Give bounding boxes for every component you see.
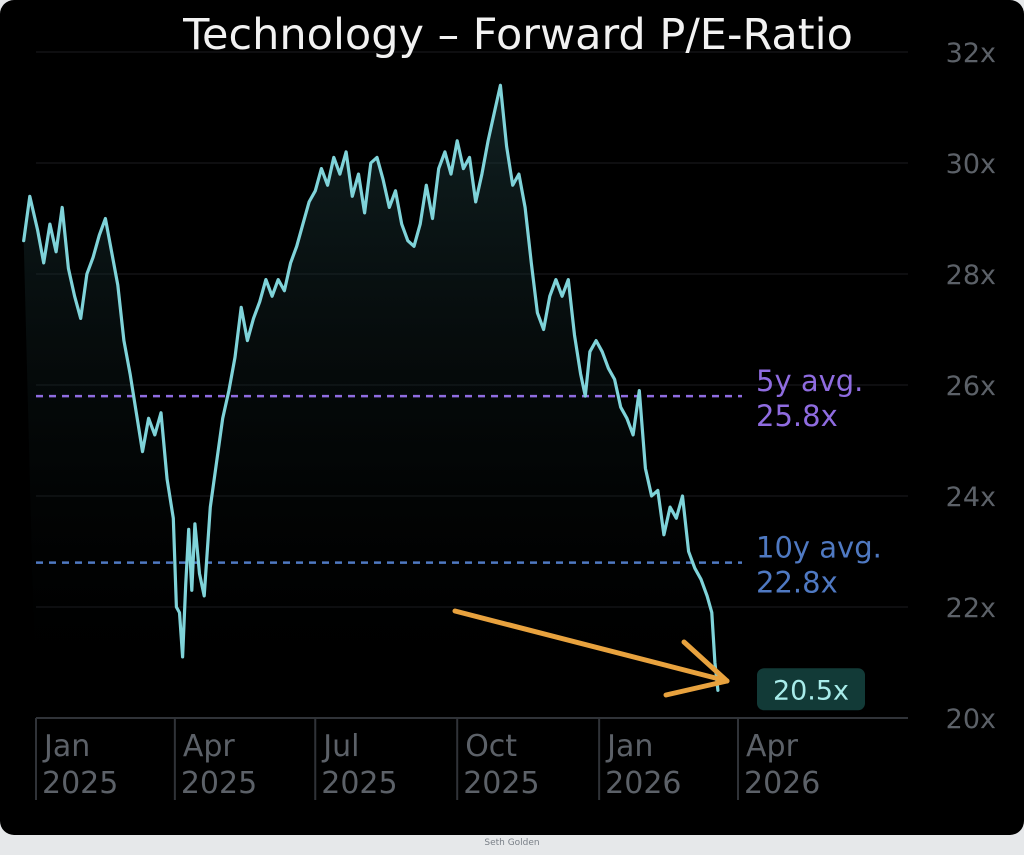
x-tick-year: 2026	[605, 766, 681, 801]
x-tick-month: Oct	[465, 729, 517, 764]
area-fill-layer	[23, 85, 718, 719]
ref-label-value: 22.8x	[756, 566, 838, 600]
trend-arrow-head	[663, 639, 730, 698]
annotations: 5y avg.25.8x 10y avg.22.8x 20.5x	[452, 364, 882, 711]
last-value-badge	[757, 668, 865, 711]
ref-label-value: 25.8x	[756, 399, 838, 433]
x-tick-month: Jan	[605, 729, 653, 764]
ref-label-name: 5y avg.	[756, 364, 863, 398]
x-tick-year: 2025	[463, 766, 539, 801]
series-area	[23, 85, 718, 719]
chart-card: 20x 22x 24x 26x 28x 30x 32x Jan 2025 Apr 2025 Jul 20…	[0, 0, 1024, 835]
last-value-label: 20.5x	[773, 675, 849, 706]
ref-label-name: 10y avg.	[756, 531, 882, 565]
axis-labels: 20x22x24x26x28x30x32xJan2025Apr2025Jul20…	[35, 38, 996, 801]
x-tick-month: Jan	[42, 729, 90, 764]
y-tick-label: 22x	[946, 593, 996, 624]
x-tick-month: Apr	[183, 729, 236, 764]
x-tick-year: 2025	[321, 766, 397, 801]
x-tick-year: 2026	[744, 766, 820, 801]
x-tick-year: 2025	[181, 766, 257, 801]
y-tick-label: 32x	[946, 38, 996, 69]
pe-ratio-chart: 20x22x24x26x28x30x32xJan2025Apr2025Jul20…	[22, 10, 996, 801]
series-line-layer	[22, 83, 720, 692]
series-line	[22, 83, 720, 692]
y-tick-label: 26x	[946, 371, 996, 402]
y-tick-label: 24x	[946, 482, 996, 513]
y-tick-label: 20x	[946, 704, 996, 735]
chart-title: Technology – Forward P/E-Ratio	[182, 10, 853, 60]
credit-text: Seth Golden	[484, 838, 540, 848]
trend-arrow	[452, 608, 730, 684]
x-tick-month: Jul	[321, 729, 359, 764]
y-tick-label: 30x	[946, 149, 996, 180]
y-tick-label: 28x	[946, 260, 996, 291]
x-tick-month: Apr	[746, 729, 799, 764]
x-tick-year: 2025	[42, 766, 118, 801]
reference-lines	[36, 394, 742, 564]
